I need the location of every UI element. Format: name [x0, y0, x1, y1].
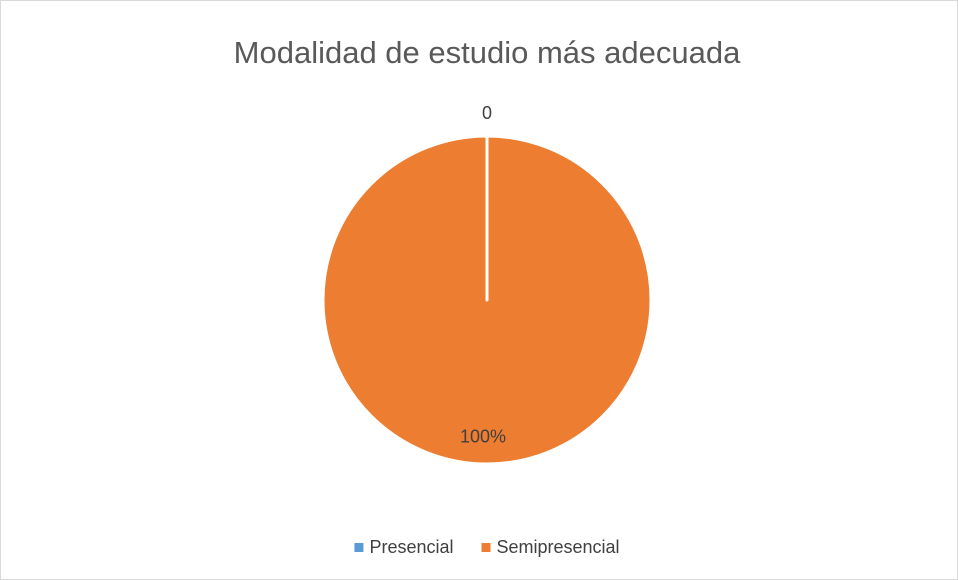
chart-title: Modalidad de estudio más adecuada [234, 35, 741, 70]
data-label: 100% [460, 427, 506, 447]
pie-slice [321, 134, 653, 466]
legend-swatch [481, 543, 491, 552]
legend-label: Presencial [369, 537, 453, 557]
legend-swatch [354, 543, 364, 552]
legend-label: Semipresencial [496, 537, 619, 557]
data-label: 0 [482, 103, 492, 123]
